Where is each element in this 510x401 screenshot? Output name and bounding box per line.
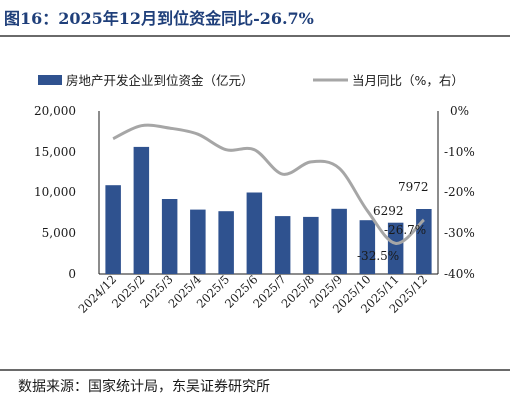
- source-note: 数据来源：国家统计局，东吴证券研究所: [18, 379, 270, 395]
- bar-2025-7: [274, 216, 291, 274]
- bar-2025-8: [303, 216, 319, 274]
- figure-title: 图16：2025年12月到位资金同比-26.7%: [4, 9, 314, 28]
- bar-2025-5: [218, 211, 234, 274]
- left-tick-label: 0: [68, 267, 76, 281]
- bar-2025-10: [359, 220, 376, 274]
- top-rule: [0, 35, 510, 37]
- x-tick-labels: 2024/122025/22025/32025/42025/52025/6202…: [76, 272, 430, 316]
- legend-bar-label: 房地产开发企业到位资金（亿元）: [66, 73, 254, 88]
- data-label-nov-yoy: -32.5%: [357, 249, 399, 263]
- bars-layer: [105, 146, 432, 274]
- data-label-dec-value: 7972: [398, 180, 429, 194]
- data-label-nov-value: 6292: [373, 204, 404, 218]
- data-labels: 6292 7972 -26.7% -32.5%: [357, 180, 429, 263]
- left-tick-labels: 0 5,000 10,000 15,000 20,000: [34, 104, 76, 281]
- legend: 房地产开发企业到位资金（亿元） 当月同比（%，右）: [38, 73, 464, 88]
- right-tick-label: 0%: [450, 104, 469, 118]
- left-tick-label: 20,000: [34, 104, 76, 118]
- bar-2025-3: [161, 199, 178, 274]
- bar-2025-6: [246, 192, 263, 274]
- bottom-rule: [0, 369, 510, 371]
- legend-line-label: 当月同比（%，右）: [352, 73, 464, 88]
- left-tick-label: 15,000: [34, 145, 76, 159]
- line-layer: [112, 123, 425, 245]
- bar-2025-2: [133, 146, 150, 274]
- left-tick-label: 5,000: [42, 226, 76, 240]
- bar-2025-4: [190, 209, 206, 274]
- bar-2025-12: [416, 209, 432, 274]
- bar-2025-11: [387, 222, 404, 274]
- bar-2024-12: [105, 185, 121, 274]
- legend-bar-swatch: [38, 75, 62, 85]
- right-tick-label: -30%: [444, 226, 475, 240]
- yoy-line: [112, 123, 425, 245]
- right-tick-label: -20%: [444, 185, 475, 199]
- left-tick-label: 10,000: [34, 185, 76, 199]
- data-label-dec-yoy: -26.7%: [384, 223, 426, 237]
- bar-2025-9: [331, 208, 347, 274]
- right-tick-labels: -40% -30% -20% -10% 0%: [444, 104, 475, 281]
- right-tick-label: -40%: [444, 267, 475, 281]
- x-tick-label: 2024/12: [76, 272, 120, 316]
- right-tick-label: -10%: [444, 145, 475, 159]
